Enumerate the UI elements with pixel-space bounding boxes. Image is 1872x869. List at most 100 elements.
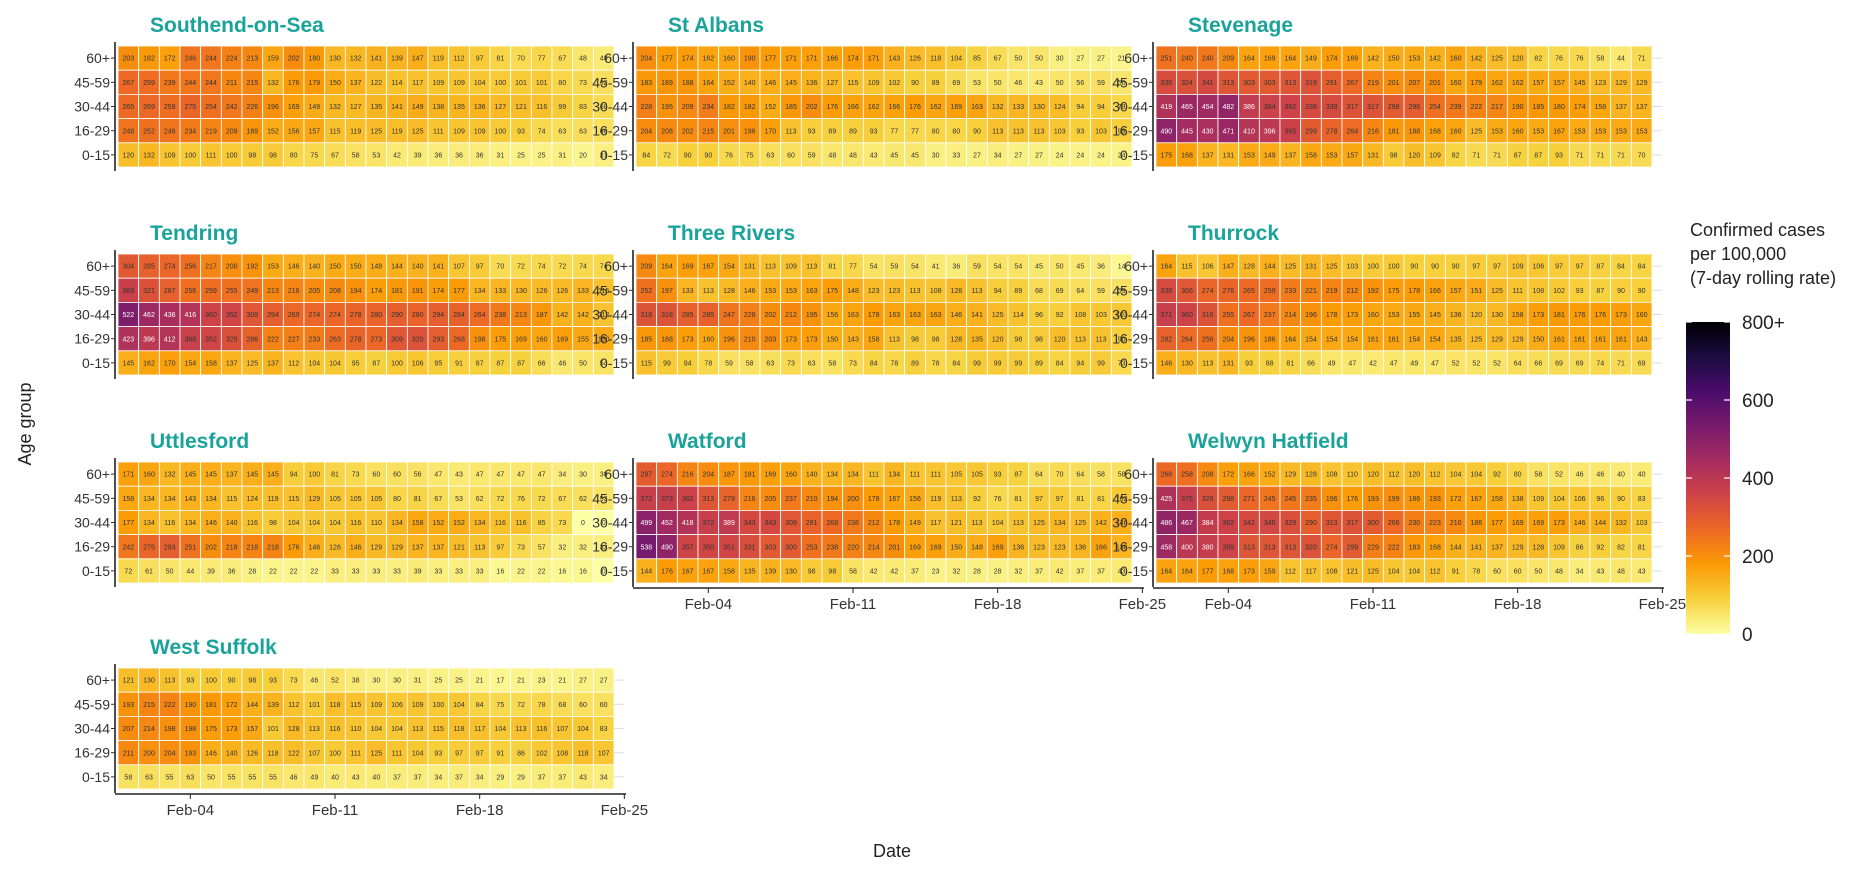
cell-value-label: 112	[1285, 569, 1296, 576]
cell-value-label: 112	[453, 56, 464, 63]
cell-value-label: 208	[329, 288, 341, 295]
cell-value-label: 137	[1284, 153, 1296, 160]
cell-value-label: 246	[184, 56, 196, 63]
cell-value-label: 192	[1367, 288, 1379, 295]
cell-value-label: 145	[122, 361, 134, 368]
cell-value-label: 193	[1367, 496, 1379, 503]
cell-value-label: 40	[372, 775, 380, 782]
cell-value-label: 352	[205, 336, 217, 343]
age-label: 16-29	[592, 331, 628, 347]
cell-value-label: 161	[1574, 336, 1586, 343]
cell-value-label: 90	[1431, 264, 1439, 271]
age-label: 30-44	[1112, 307, 1148, 323]
cell-value-label: 103	[1346, 264, 1358, 271]
cell-value-label: 309	[391, 336, 403, 343]
cell-value-label: 313	[1222, 80, 1234, 87]
cell-value-label: 102	[536, 750, 548, 757]
cell-value-label: 175	[494, 336, 506, 343]
cell-value-label: 58	[1097, 472, 1105, 479]
cell-value-label: 158	[1594, 104, 1606, 111]
cell-value-label: 280	[370, 312, 382, 319]
cell-value-label: 91	[455, 361, 463, 368]
cell-value-label: 45	[1076, 264, 1084, 271]
cell-value-label: 140	[806, 472, 818, 479]
cell-value-label: 219	[1326, 288, 1338, 295]
cell-value-label: 32	[579, 544, 587, 551]
cell-value-label: 166	[1095, 544, 1107, 551]
cell-value-label: 245	[1284, 496, 1296, 503]
cell-value-label: 90	[1638, 288, 1646, 295]
age-label: 16-29	[592, 123, 628, 139]
y-axis-title: Age group	[15, 382, 35, 465]
cell-value-label: 109	[1553, 544, 1565, 551]
cell-value-label: 113	[1013, 520, 1024, 527]
age-label: 0-15	[82, 563, 110, 579]
cell-value-label: 115	[329, 128, 340, 135]
cell-value-label: 29	[517, 775, 525, 782]
cell-value-label: 293	[164, 544, 176, 551]
cell-value-label: 113	[1013, 128, 1024, 135]
cell-value-label: 137	[1636, 104, 1648, 111]
cell-value-label: 269	[143, 104, 155, 111]
cell-value-label: 172	[1450, 496, 1462, 503]
cell-value-label: 134	[474, 520, 486, 527]
cell-value-label: 454	[1202, 104, 1214, 111]
cell-value-label: 54	[1014, 264, 1022, 271]
cell-value-label: 121	[122, 678, 134, 685]
cell-value-label: 152	[267, 128, 279, 135]
cell-value-label: 149	[909, 520, 921, 527]
cell-value-label: 218	[226, 544, 238, 551]
cell-value-label: 84	[1617, 264, 1625, 271]
cell-value-label: 84	[952, 361, 960, 368]
panel-title-west-suffolk: West Suffolk	[150, 636, 277, 659]
cell-value-label: 362	[1222, 520, 1234, 527]
cell-value-label: 132	[329, 104, 341, 111]
cell-value-label: 135	[744, 569, 756, 576]
cell-value-label: 152	[432, 520, 444, 527]
cell-value-label: 200	[226, 264, 238, 271]
x-tick-label: Feb-11	[312, 802, 358, 819]
cell-value-label: 161	[1553, 336, 1565, 343]
cell-value-label: 104	[308, 520, 320, 527]
panel-title-three-rivers: Three Rivers	[668, 222, 795, 245]
cell-value-label: 186	[1264, 336, 1276, 343]
cell-value-label: 147	[412, 56, 424, 63]
cell-value-label: 419	[1160, 104, 1172, 111]
cell-value-label: 213	[267, 288, 279, 295]
cell-value-label: 37	[1076, 569, 1084, 576]
cell-value-label: 93	[1076, 128, 1084, 135]
cell-value-label: 55	[228, 775, 236, 782]
cell-value-label: 234	[184, 128, 196, 135]
cell-value-label: 117	[474, 726, 485, 733]
cell-value-label: 116	[536, 726, 547, 733]
cell-value-label: 318	[640, 312, 652, 319]
age-label: 45-59	[1112, 282, 1148, 298]
cell-value-label: 67	[558, 56, 566, 63]
cell-value-label: 267	[1243, 312, 1255, 319]
cell-value-label: 152	[453, 520, 465, 527]
cell-value-label: 130	[515, 288, 527, 295]
cell-value-label: 22	[269, 569, 277, 576]
cell-value-label: 109	[164, 153, 176, 160]
cell-value-label: 27	[579, 678, 587, 685]
cell-value-label: 244	[205, 80, 217, 87]
cell-value-label: 94	[994, 288, 1002, 295]
cell-value-label: 499	[640, 520, 652, 527]
cell-value-label: 75	[496, 702, 504, 709]
cell-value-label: 153	[1408, 56, 1420, 63]
cell-value-label: 101	[515, 80, 527, 87]
cell-value-label: 105	[950, 472, 962, 479]
cell-value-label: 130	[785, 569, 797, 576]
cell-value-label: 63	[579, 128, 587, 135]
cell-value-label: 178	[1408, 288, 1420, 295]
cell-value-label: 86	[517, 750, 525, 757]
cell-value-label: 21	[1118, 56, 1126, 63]
cell-value-label: 30	[372, 678, 380, 685]
cell-value-label: 42	[890, 569, 898, 576]
cell-value-label: 52	[331, 678, 339, 685]
cell-value-label: 244	[205, 56, 217, 63]
cell-value-label: 101	[308, 702, 320, 709]
cell-value-label: 338	[1326, 104, 1338, 111]
cell-value-label: 362	[1284, 104, 1296, 111]
